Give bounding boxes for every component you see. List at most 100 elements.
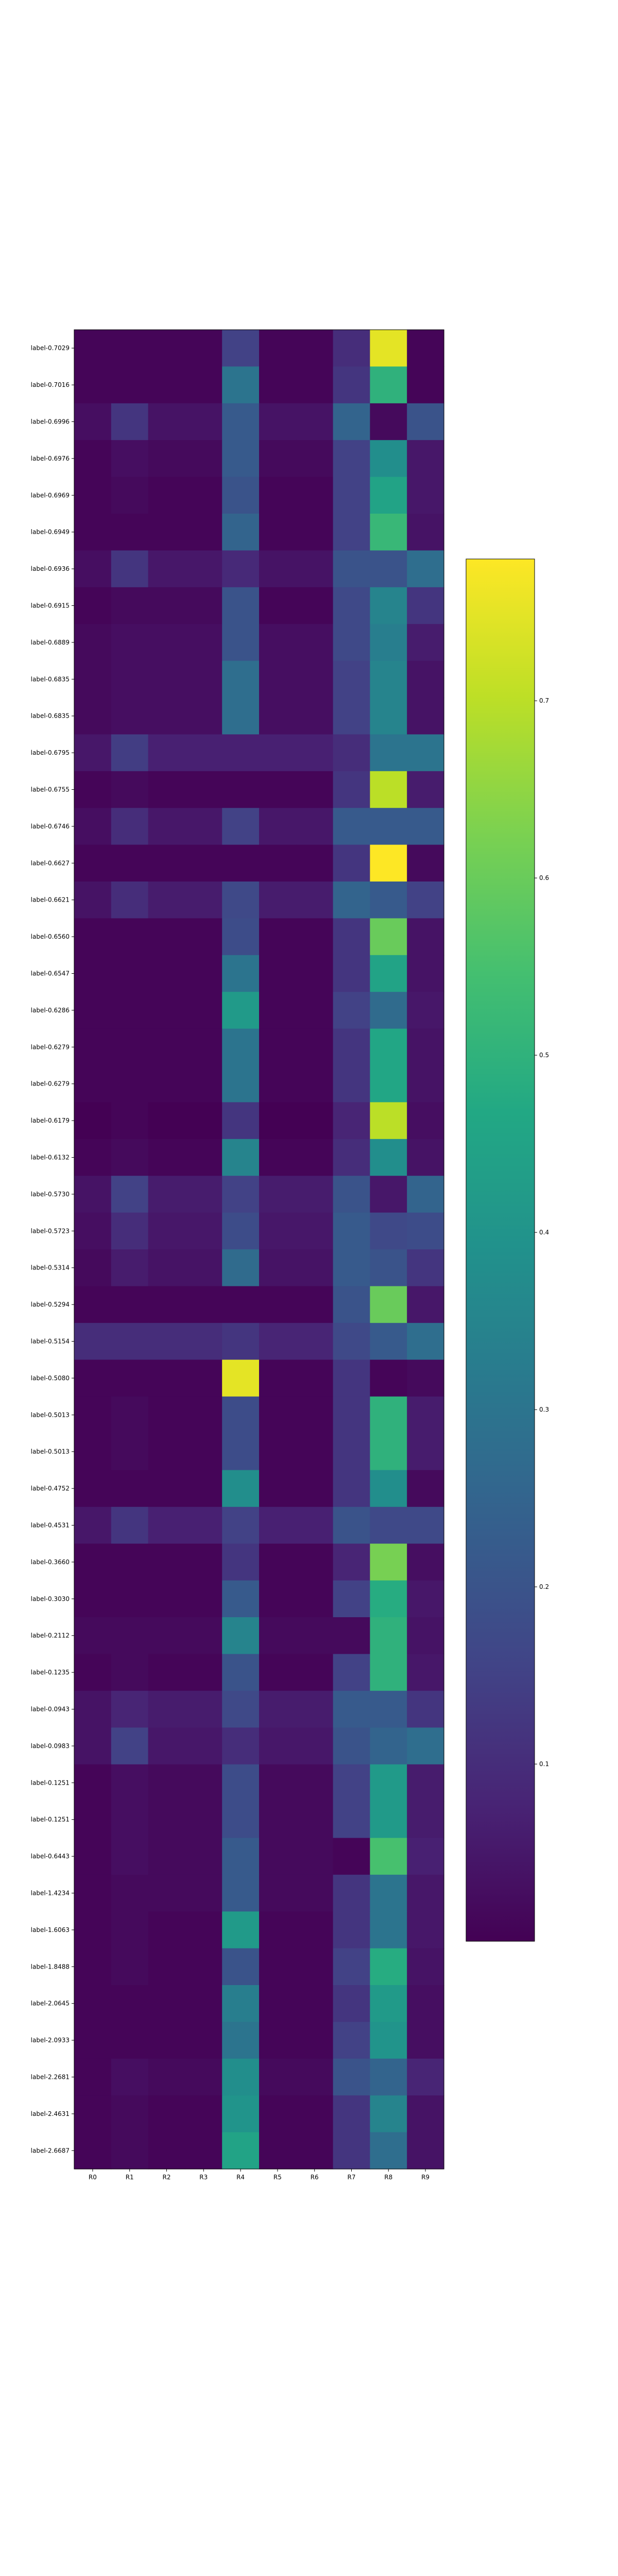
heatmap-cell [222,587,260,624]
heatmap-cell [370,955,407,992]
heatmap-cell [222,1727,260,1765]
heatmap-cell [185,698,222,735]
heatmap-cell [111,550,149,588]
heatmap-cell [259,2022,297,2059]
row-label: label-0.6976 [31,455,70,462]
heatmap-cell [296,1764,334,1802]
heatmap-cell [333,992,370,1029]
column-label: R8 [384,2174,392,2181]
heatmap-cell [185,1690,222,1728]
heatmap-cell [111,1580,149,1618]
heatmap-cell [333,1874,370,1912]
heatmap-cell [74,440,112,478]
heatmap-cell [259,1176,297,1213]
heatmap-cell [185,771,222,808]
heatmap-cell [333,1544,370,1581]
heatmap-cell [222,771,260,808]
heatmap-cell [259,1580,297,1618]
row-label: label-0.6795 [31,749,70,756]
heatmap-cell [222,1506,260,1544]
heatmap-cell [259,1654,297,1691]
heatmap-cell [296,918,334,956]
heatmap-cell [111,624,149,662]
heatmap-cell [111,2058,149,2096]
heatmap-cell [148,1948,185,1986]
heatmap-cell [222,698,260,735]
heatmap-cell [333,1911,370,1949]
heatmap-cell [333,1764,370,1802]
heatmap-cell [185,2058,222,2096]
heatmap-cell [407,660,444,698]
heatmap-cell [185,1911,222,1949]
heatmap-cell [74,1506,112,1544]
heatmap-cell [111,440,149,478]
heatmap-cell [222,918,260,956]
heatmap-cell [370,1102,407,1140]
heatmap-cell [333,1139,370,1176]
heatmap-cell [333,2132,370,2170]
heatmap-cell [407,330,444,367]
heatmap-cell [222,440,260,478]
colorbar-tick-label: 0.4 [539,1229,549,1236]
heatmap-cell [111,660,149,698]
heatmap-cell [370,992,407,1029]
heatmap-cell [74,2095,112,2133]
heatmap-cell [148,477,185,514]
heatmap-cell [370,1249,407,1286]
heatmap-cell [370,1544,407,1581]
heatmap-cell [74,624,112,662]
row-label: label-0.5154 [31,1338,70,1345]
heatmap-cell [111,734,149,772]
heatmap-cell [259,844,297,882]
heatmap-cell [74,366,112,404]
row-label: label-0.7029 [31,345,70,352]
heatmap-cell [148,1617,185,1654]
heatmap-cell [259,1396,297,1434]
heatmap-cell [222,1360,260,1397]
heatmap-cell [111,1985,149,2022]
heatmap-cell [74,1948,112,1986]
heatmap-cell [407,844,444,882]
heatmap-cell [111,1838,149,1875]
heatmap-cell [296,1065,334,1103]
heatmap-cell [333,2095,370,2133]
row-label: label-2.0933 [31,2037,70,2044]
heatmap-cell [333,882,370,919]
heatmap-cell [74,514,112,551]
heatmap-cell [74,1911,112,1949]
row-label: label-0.3660 [31,1558,70,1566]
heatmap-cell [148,624,185,662]
heatmap-cell [259,624,297,662]
heatmap-cell [407,1506,444,1544]
heatmap-cell [74,1470,112,1507]
row-label: label-1.4234 [31,1890,70,1897]
heatmap-cell [148,1838,185,1875]
heatmap-cell [370,918,407,956]
column-label: R4 [236,2174,245,2181]
heatmap-cell [111,1690,149,1728]
heatmap-cell [259,1323,297,1360]
heatmap-cell [296,698,334,735]
heatmap-cell [222,624,260,662]
row-label: label-0.6889 [31,639,70,646]
heatmap-cell [222,1323,260,1360]
heatmap-cell [74,882,112,919]
heatmap-cell [259,1948,297,1986]
heatmap-cell [185,2132,222,2170]
heatmap-cell [333,1286,370,1324]
heatmap-cell [148,2132,185,2170]
heatmap-cell [148,844,185,882]
heatmap-cell [296,1654,334,1691]
heatmap-cell [74,698,112,735]
heatmap-cell [111,1139,149,1176]
heatmap-cell [74,1249,112,1286]
heatmap-cell [185,734,222,772]
heatmap-cell [333,2022,370,2059]
heatmap-cell [74,550,112,588]
heatmap-cell [148,2022,185,2059]
heatmap-cell [407,698,444,735]
heatmap-cell [148,366,185,404]
heatmap-cell [185,1028,222,1066]
row-label: label-0.6969 [31,492,70,499]
heatmap-cell [259,1286,297,1324]
